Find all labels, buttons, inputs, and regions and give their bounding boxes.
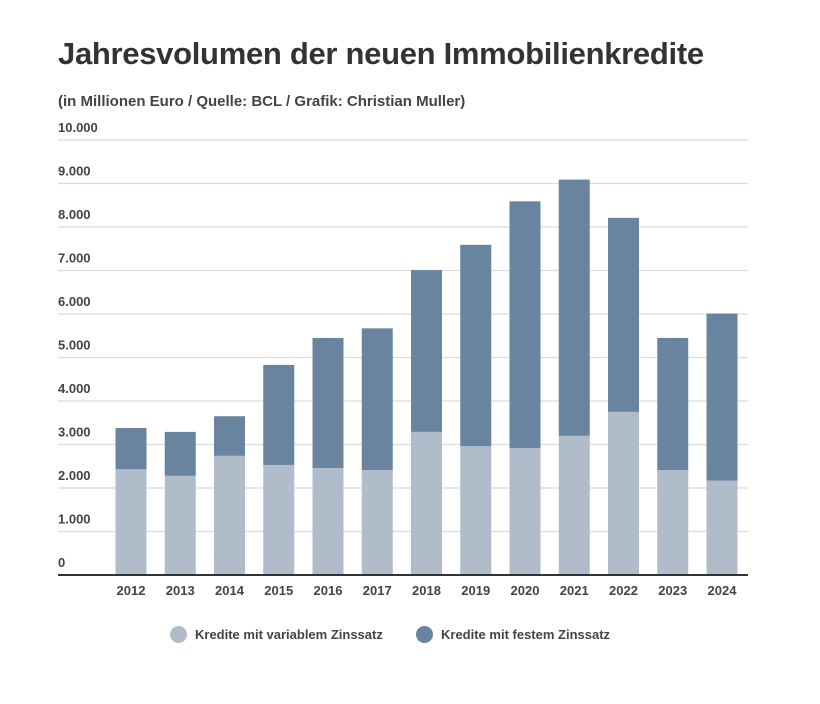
- bar-fixed: [115, 427, 147, 470]
- bar-fixed: [608, 217, 639, 412]
- legend-swatch-variable: [170, 626, 187, 643]
- y-tick-label: 0: [58, 555, 65, 570]
- chart-title: Jahresvolumen der neuen Immobilienkredit…: [58, 36, 704, 71]
- y-tick-label: 8.000: [58, 207, 91, 222]
- bar-fixed: [706, 313, 738, 481]
- x-tick-label: 2015: [264, 583, 293, 598]
- x-tick-label: 2016: [314, 583, 343, 598]
- bar-fixed: [657, 337, 689, 471]
- y-tick-label: 2.000: [58, 468, 91, 483]
- bar-fixed: [460, 244, 492, 447]
- bar-variable: [164, 475, 196, 575]
- legend-item-fixed: Kredite mit festem Zinssatz: [416, 626, 610, 643]
- x-tick-label: 2024: [708, 583, 738, 598]
- legend-item-variable: Kredite mit variablem Zinssatz: [170, 626, 383, 643]
- bar-fixed: [509, 201, 541, 448]
- legend-label-fixed: Kredite mit festem Zinssatz: [441, 627, 611, 642]
- bar-variable: [312, 467, 344, 575]
- y-tick-label: 6.000: [58, 294, 91, 309]
- bar-fixed: [214, 416, 245, 456]
- bar-fixed: [361, 328, 393, 471]
- y-tick-label: 5.000: [58, 338, 91, 353]
- bar-variable: [263, 464, 295, 575]
- bar-variable: [460, 446, 492, 575]
- bar-variable: [361, 470, 393, 575]
- chart-subtitle: (in Millionen Euro / Quelle: BCL / Grafi…: [58, 93, 466, 110]
- y-tick-label: 4.000: [58, 381, 91, 396]
- y-tick-label: 3.000: [58, 425, 91, 440]
- x-tick-label: 2021: [560, 583, 589, 598]
- x-tick-label: 2013: [166, 583, 195, 598]
- x-tick-label: 2018: [412, 583, 441, 598]
- bar-fixed: [164, 431, 196, 476]
- x-tick-label: 2012: [117, 583, 146, 598]
- bar-fixed: [411, 270, 442, 432]
- bar-variable: [608, 411, 639, 575]
- bar-variable: [509, 447, 541, 575]
- bar-variable: [558, 435, 590, 575]
- legend-label-variable: Kredite mit variablem Zinssatz: [195, 627, 383, 642]
- bar-fixed: [263, 364, 295, 465]
- bar-variable: [706, 480, 738, 575]
- bar-fixed: [312, 337, 344, 468]
- bar-variable: [411, 431, 442, 575]
- x-tick-label: 2020: [511, 583, 540, 598]
- y-tick-label: 1.000: [58, 512, 91, 527]
- y-tick-label: 10.000: [58, 120, 98, 135]
- bar-variable: [214, 455, 245, 575]
- x-tick-label: 2022: [609, 583, 638, 598]
- y-tick-label: 7.000: [58, 251, 91, 266]
- x-tick-label: 2017: [363, 583, 392, 598]
- x-tick-label: 2014: [215, 583, 245, 598]
- bar-variable: [657, 470, 689, 575]
- bar-variable: [115, 469, 147, 575]
- x-tick-label: 2019: [461, 583, 490, 598]
- legend-swatch-fixed: [416, 626, 433, 643]
- y-tick-label: 9.000: [58, 164, 91, 179]
- bar-fixed: [558, 179, 590, 436]
- x-tick-label: 2023: [658, 583, 687, 598]
